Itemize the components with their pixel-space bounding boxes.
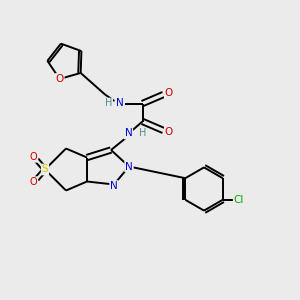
Text: N: N [116, 98, 123, 109]
Text: Cl: Cl [234, 195, 244, 205]
Text: H: H [105, 98, 112, 109]
Text: O: O [30, 152, 38, 162]
Text: H: H [139, 128, 146, 139]
Text: N: N [124, 128, 132, 139]
Text: O: O [56, 74, 64, 84]
Text: O: O [30, 177, 38, 187]
Text: S: S [42, 164, 48, 175]
Text: O: O [165, 88, 173, 98]
Text: O: O [165, 127, 173, 137]
Text: N: N [125, 161, 133, 172]
Text: N: N [110, 181, 118, 191]
